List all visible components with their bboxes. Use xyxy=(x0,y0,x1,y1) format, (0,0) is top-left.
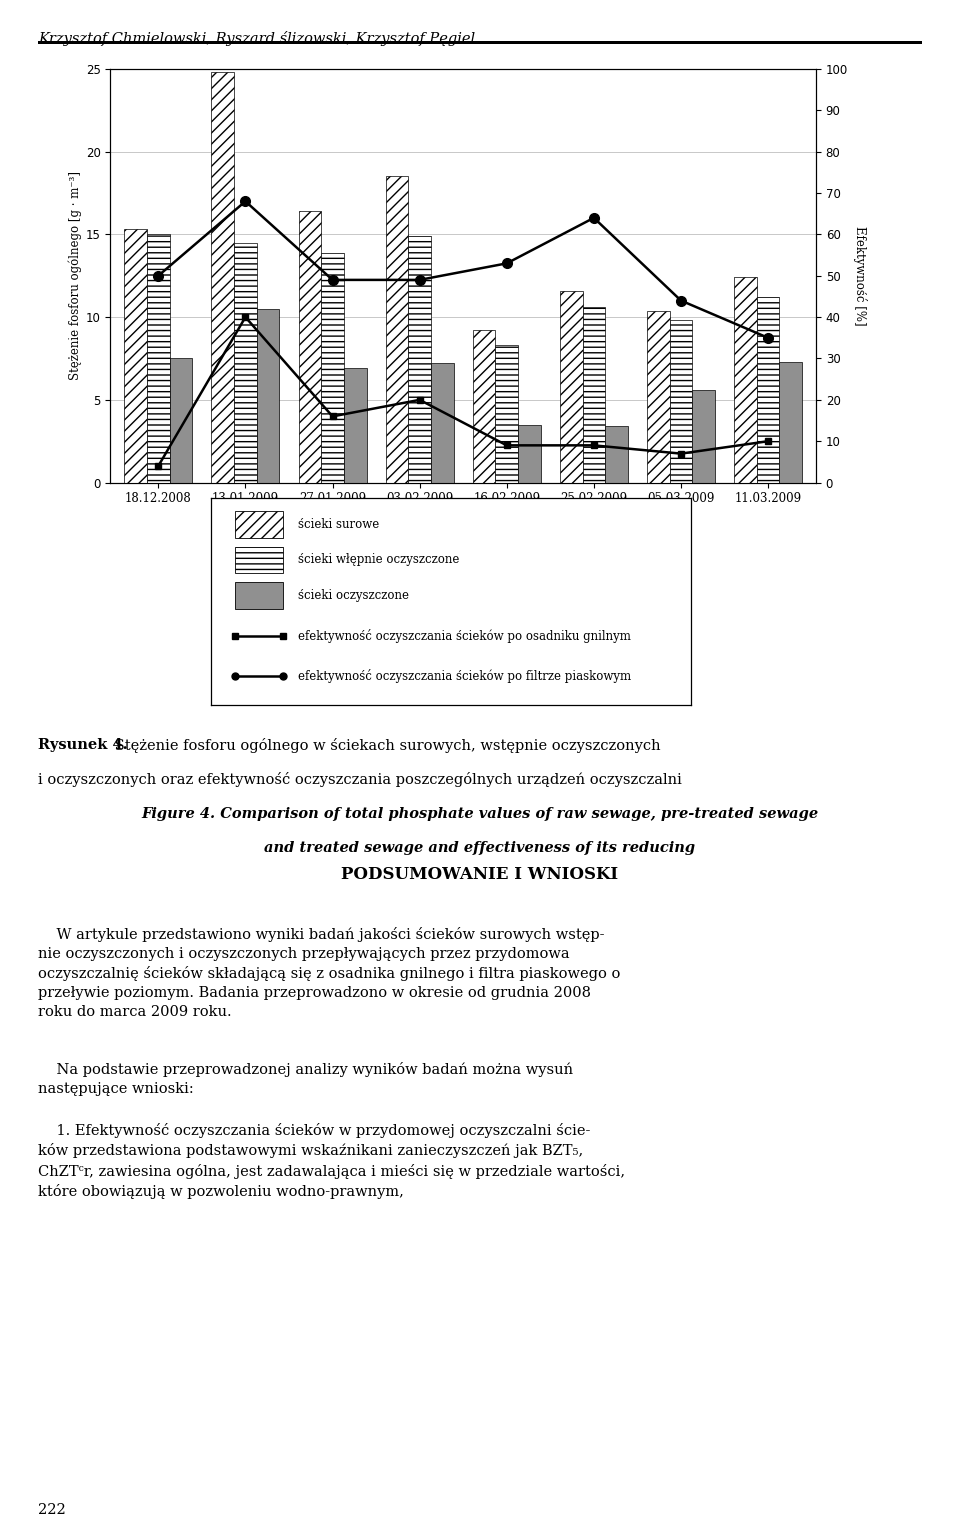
Y-axis label: Efektywność [%]: Efektywność [%] xyxy=(853,225,868,326)
Text: and treated sewage and effectiveness of its reducing: and treated sewage and effectiveness of … xyxy=(264,841,696,855)
Bar xyxy=(495,345,518,483)
Text: i oczyszczonych oraz efektywność oczyszczania poszczególnych urządzeń oczyszczal: i oczyszczonych oraz efektywność oczyszc… xyxy=(38,772,683,787)
Bar xyxy=(408,236,431,483)
Bar xyxy=(670,320,692,483)
Text: PODSUMOWANIE I WNIOSKI: PODSUMOWANIE I WNIOSKI xyxy=(342,866,618,882)
Bar xyxy=(211,72,234,483)
Bar xyxy=(256,309,279,483)
Bar xyxy=(344,368,367,483)
Bar xyxy=(518,424,540,483)
Bar xyxy=(756,297,780,483)
Bar xyxy=(235,512,283,538)
Bar xyxy=(472,331,495,483)
Bar xyxy=(235,582,283,608)
Text: efektywność oczyszczania ścieków po filtrze piaskowym: efektywność oczyszczania ścieków po filt… xyxy=(298,669,631,683)
Bar xyxy=(386,176,408,483)
Bar xyxy=(605,426,628,483)
Bar xyxy=(431,363,454,483)
Bar xyxy=(780,362,802,483)
Bar xyxy=(734,277,756,483)
Bar xyxy=(170,358,192,483)
Text: Na podstawie przeprowadzonej analizy wyników badań można wysuń
następujące wnios: Na podstawie przeprowadzonej analizy wyn… xyxy=(38,1062,573,1095)
Bar xyxy=(583,308,605,483)
Bar xyxy=(647,311,670,483)
Text: ścieki surowe: ścieki surowe xyxy=(298,518,379,532)
Bar xyxy=(235,547,283,573)
Bar xyxy=(234,242,256,483)
Text: W artykule przedstawiono wyniki badań jakości ścieków surowych wstęp-
nie oczysz: W artykule przedstawiono wyniki badań ja… xyxy=(38,927,621,1019)
Text: ścieki oczyszczone: ścieki oczyszczone xyxy=(298,588,409,602)
Bar xyxy=(125,230,147,483)
Bar xyxy=(299,211,322,483)
Text: Stężenie fosforu ogólnego w ściekach surowych, wstępnie oczyszczonych: Stężenie fosforu ogólnego w ściekach sur… xyxy=(110,738,661,754)
Text: Figure 4. Comparison of total phosphate values of raw sewage, pre-treated sewage: Figure 4. Comparison of total phosphate … xyxy=(141,807,819,821)
Text: efektywność oczyszczania ścieków po osadniku gnilnym: efektywność oczyszczania ścieków po osad… xyxy=(298,630,631,643)
Text: 1. Efektywność oczyszczania ścieków w przydomowej oczyszczalni ście-
ków przedst: 1. Efektywność oczyszczania ścieków w pr… xyxy=(38,1123,626,1200)
Bar xyxy=(692,391,715,483)
Y-axis label: Stężenie fosforu ogólnego [g · m⁻³]: Stężenie fosforu ogólnego [g · m⁻³] xyxy=(68,172,82,380)
Bar xyxy=(322,253,344,483)
Bar xyxy=(147,234,170,483)
Text: Rysunek 4.: Rysunek 4. xyxy=(38,738,128,752)
Text: Krzysztof Chmielowski, Ryszard ślizowski, Krzysztof Pęgiel: Krzysztof Chmielowski, Ryszard ślizowski… xyxy=(38,31,475,46)
Text: 222: 222 xyxy=(38,1503,66,1517)
Bar xyxy=(560,291,583,483)
Text: ścieki włępnie oczyszczone: ścieki włępnie oczyszczone xyxy=(298,553,459,567)
